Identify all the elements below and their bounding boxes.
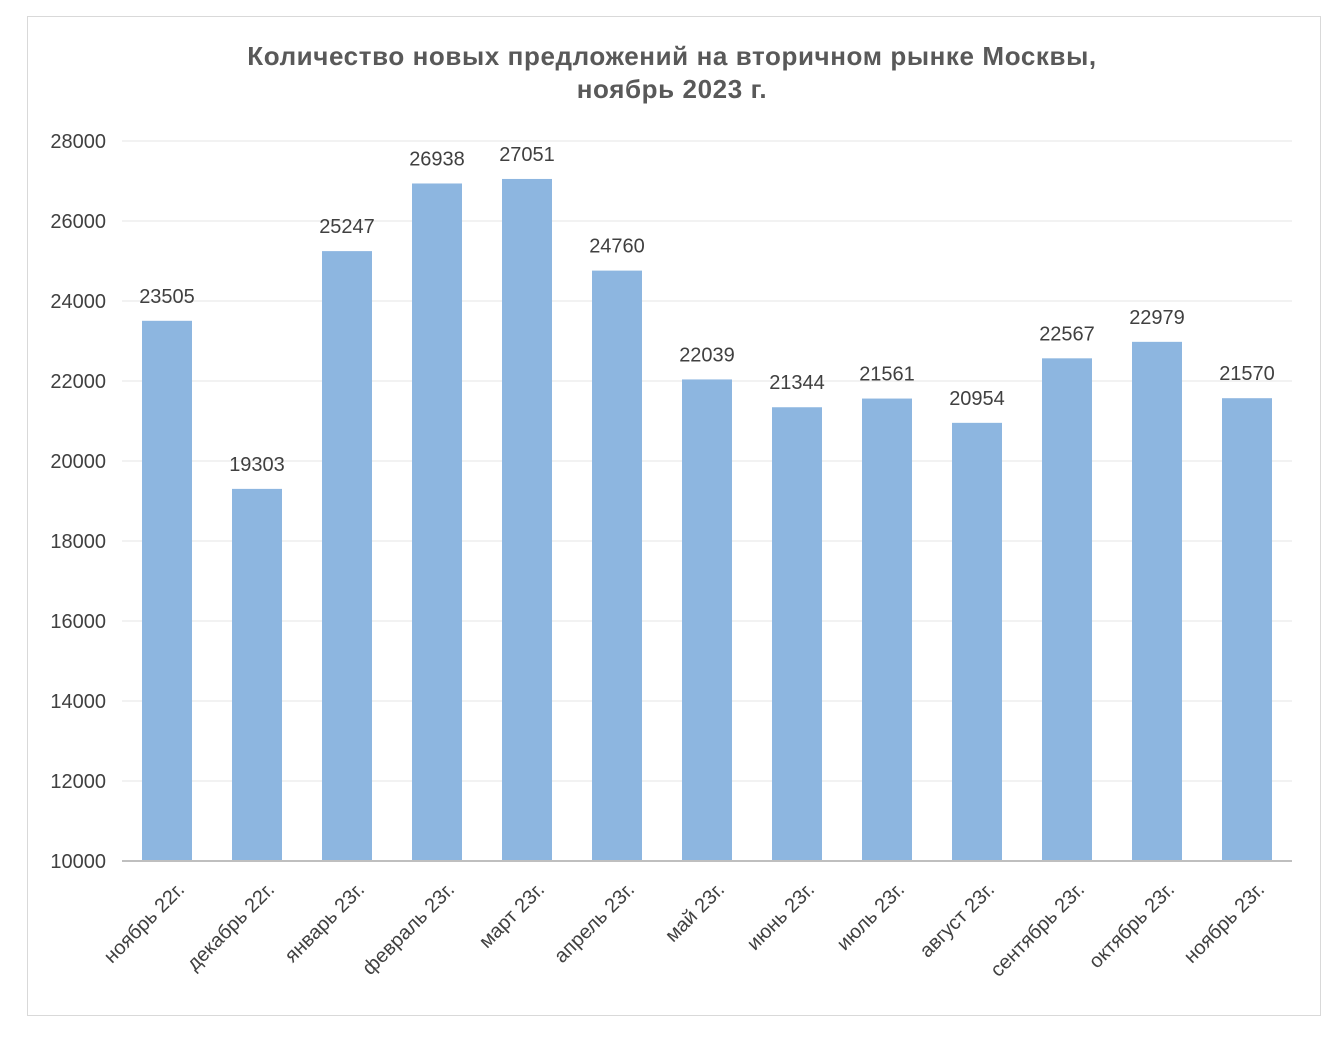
data-label: 22039 [679, 344, 735, 366]
y-tick-label: 24000 [50, 291, 106, 313]
y-tick-label: 26000 [50, 211, 106, 233]
bar [592, 270, 642, 862]
category-label: апрель 23г. [550, 879, 639, 968]
category-label: май 23г. [661, 879, 729, 947]
category-label: июнь 23г. [743, 879, 819, 955]
data-label: 26938 [409, 148, 465, 170]
y-tick-label: 10000 [50, 851, 106, 873]
data-label: 24760 [589, 236, 645, 258]
data-label: 21570 [1219, 363, 1275, 385]
bar [1222, 398, 1272, 861]
category-label: сентябрь 23г. [986, 879, 1089, 982]
category-label: август 23г. [916, 879, 1000, 963]
chart-subtitle: ноябрь 2023 г. [576, 74, 768, 104]
bar [1132, 341, 1182, 862]
data-labels: 23505 19303 25247 26938 27051 24760 22039 21344… [139, 144, 1275, 476]
category-label: январь 23г. [281, 879, 369, 967]
bar [862, 398, 912, 861]
bar [952, 422, 1002, 861]
y-tick-label: 28000 [50, 131, 106, 153]
bar [322, 251, 372, 861]
y-tick-label: 20000 [50, 451, 106, 473]
y-tick-label: 16000 [50, 611, 106, 633]
chart-title-block: Количество новых предложений на вторично… [0, 40, 1344, 106]
category-label: июль 23г. [833, 879, 909, 955]
data-label: 22567 [1039, 323, 1095, 345]
category-label: декабрь 22г. [183, 879, 279, 975]
bar [772, 407, 822, 861]
y-tick-label: 14000 [50, 691, 106, 713]
bar [142, 320, 192, 861]
data-label: 19303 [229, 454, 285, 476]
y-tick-label: 22000 [50, 371, 106, 393]
bar [412, 183, 462, 862]
category-label: февраль 23г. [358, 879, 459, 980]
chart-title: Количество новых предложений на вторично… [247, 41, 1097, 71]
y-tick-label: 18000 [50, 531, 106, 553]
y-tick-label: 12000 [50, 771, 106, 793]
data-label: 23505 [139, 286, 195, 308]
category-label: март 23г. [475, 879, 549, 953]
category-label: октябрь 23г. [1085, 879, 1179, 973]
category-labels: ноябрь 22г.декабрь 22г. январь 23г.феврал… [100, 879, 1269, 982]
category-label: ноябрь 22г. [100, 879, 189, 968]
bar [682, 379, 732, 861]
data-label: 21344 [769, 372, 825, 394]
data-label: 22979 [1129, 307, 1185, 329]
bars [142, 178, 1272, 862]
data-label: 20954 [949, 388, 1005, 410]
data-label: 21561 [859, 364, 915, 386]
category-label: ноябрь 23г. [1180, 879, 1269, 968]
data-label: 25247 [319, 216, 375, 238]
bar [1042, 358, 1092, 861]
bar [232, 488, 282, 861]
y-axis-ticks: 10000 12000 14000 16000 18000 20000 22000 24000… [50, 131, 106, 873]
bar [502, 178, 552, 861]
data-label: 27051 [499, 144, 555, 166]
